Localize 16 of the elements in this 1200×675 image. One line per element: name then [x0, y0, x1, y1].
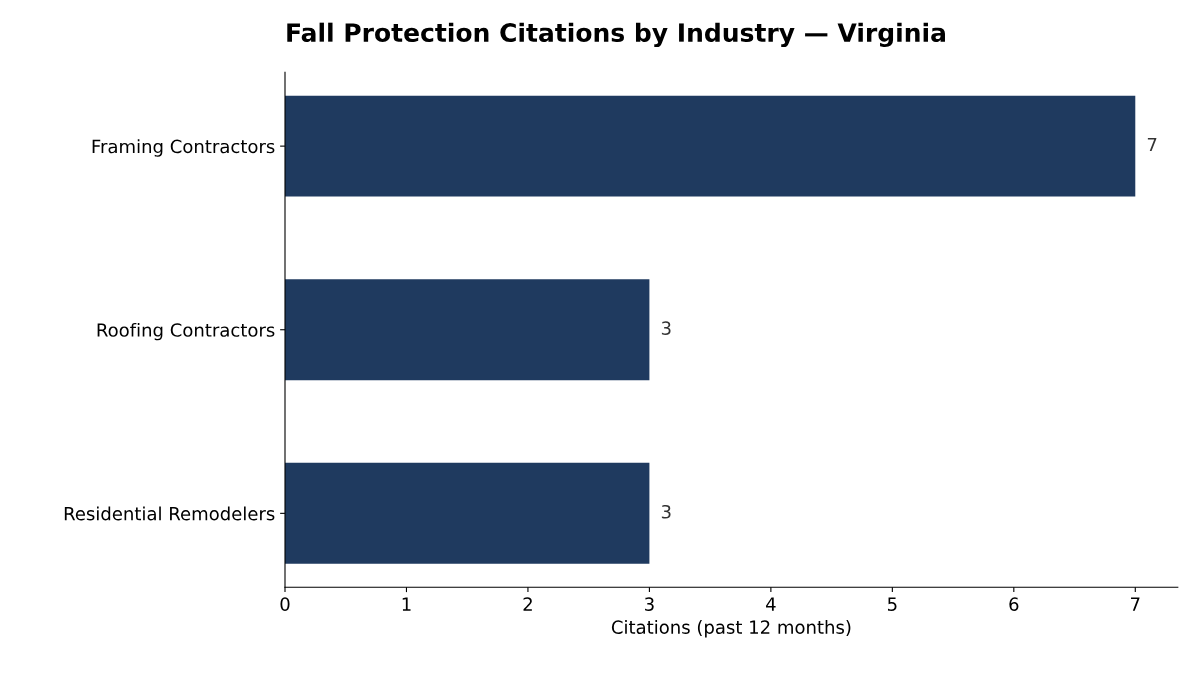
data-label: 7: [1147, 137, 1157, 152]
data-label: 3: [661, 321, 671, 335]
x-tick-label: 6: [1009, 597, 1019, 611]
x-tick-label: 4: [766, 597, 776, 611]
x-axis-title: Citations (past 12 months): [611, 620, 851, 638]
x-tick-label: 2: [523, 597, 532, 611]
y-tick-label: Framing Contractors: [92, 139, 275, 157]
x-tick-label: 7: [1131, 597, 1140, 611]
x-tick-label: 5: [888, 597, 897, 611]
x-tick-label: 0: [280, 597, 290, 611]
x-tick-label: 3: [645, 597, 654, 611]
y-tick-label: Residential Remodelers: [64, 506, 275, 521]
y-tick-label: Roofing Contractors: [97, 322, 275, 341]
data-label: 3: [661, 504, 671, 519]
x-tick-label: 1: [402, 597, 411, 611]
chart-title: Fall Protection Citations by Industry — Virginia: [287, 22, 945, 48]
